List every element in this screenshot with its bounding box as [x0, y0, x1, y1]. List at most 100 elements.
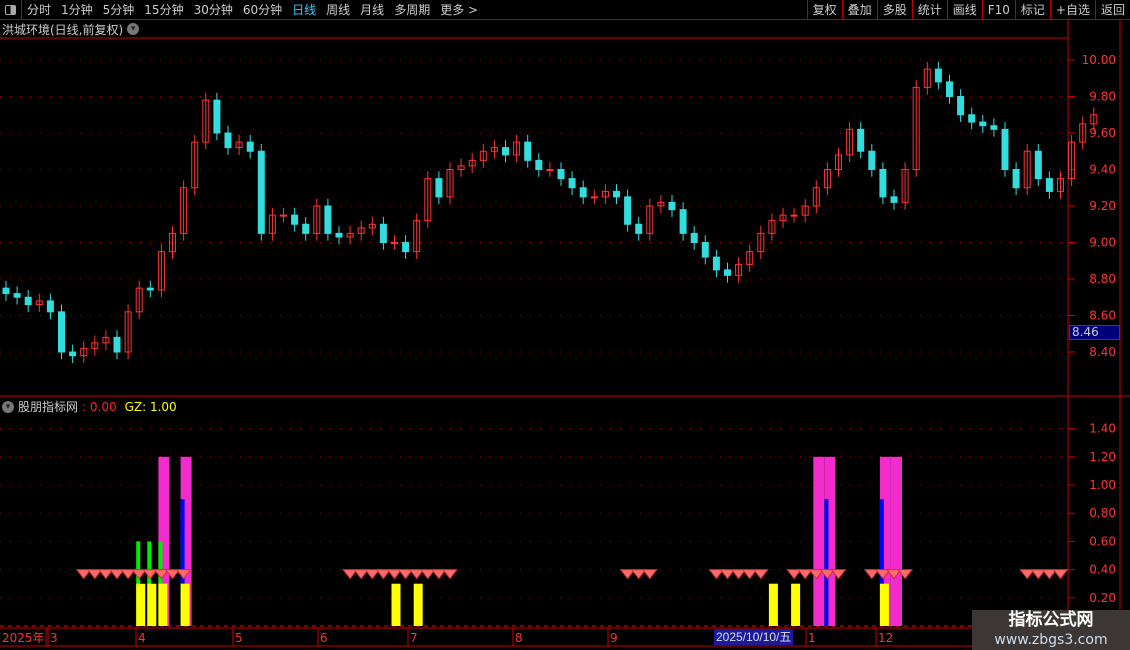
- candle: [757, 232, 765, 253]
- candle: [868, 150, 876, 170]
- candle: [1034, 150, 1042, 180]
- candle: [823, 169, 831, 189]
- candle: [91, 342, 99, 349]
- watermark-url: www.zbgs3.com: [994, 632, 1108, 648]
- candle: [946, 81, 953, 98]
- candle: [679, 209, 687, 234]
- diamond-signal: [730, 569, 747, 580]
- date-label: 7: [410, 631, 418, 645]
- diamond-signal: [375, 569, 392, 580]
- candle: [1090, 114, 1098, 125]
- period-tab[interactable]: 15分钟: [144, 3, 184, 17]
- toolbar-action-button[interactable]: +自选: [1049, 0, 1095, 20]
- candle: [213, 99, 221, 134]
- candle: [379, 223, 387, 243]
- yellow-bar: [147, 583, 157, 626]
- diamond-signal: [419, 569, 436, 580]
- diamond-signal: [1041, 569, 1058, 580]
- candle: [601, 190, 609, 198]
- price-tick-label: 10.00: [1082, 53, 1116, 67]
- candle: [1023, 150, 1031, 189]
- toolbar-action-button[interactable]: 叠加: [841, 0, 877, 20]
- chevron-down-icon[interactable]: ▾: [127, 23, 140, 35]
- candle: [157, 251, 165, 291]
- candle: [535, 159, 543, 170]
- price-tick-label: 9.80: [1089, 90, 1116, 104]
- yellow-bar: [768, 583, 778, 626]
- candle: [146, 287, 154, 291]
- diamond-signal: [741, 569, 758, 580]
- candle: [1045, 178, 1053, 192]
- diamond-signal: [885, 569, 903, 580]
- candle: [846, 128, 854, 156]
- candle: [801, 205, 809, 216]
- diamond-signal: [630, 569, 647, 580]
- toolbar-action-button[interactable]: F10: [981, 0, 1015, 20]
- period-tab[interactable]: 更多 >: [440, 3, 479, 17]
- period-tab[interactable]: 5分钟: [102, 3, 135, 17]
- period-tab[interactable]: 月线: [360, 3, 385, 17]
- candle: [701, 242, 709, 258]
- price-tick-label: 9.40: [1089, 163, 1116, 177]
- diamond-signal: [874, 569, 891, 580]
- period-tab[interactable]: 周线: [326, 3, 351, 17]
- blue-bar: [824, 499, 829, 626]
- blue-bar: [879, 499, 884, 626]
- candle: [568, 178, 576, 189]
- stock-title: 洪城环境(日线,前复权): [2, 22, 124, 37]
- candle: [668, 201, 676, 211]
- chevron-down-icon[interactable]: ▾: [2, 400, 14, 413]
- date-label: 3: [50, 631, 58, 645]
- candle: [746, 251, 754, 265]
- candle: [124, 311, 132, 353]
- candle: [324, 205, 332, 234]
- candle: [1057, 178, 1064, 192]
- candle: [180, 187, 188, 234]
- indicator-tick-label: 0.20: [1089, 591, 1116, 605]
- candle: [280, 214, 287, 217]
- toolbar-action-button[interactable]: 画线: [946, 0, 982, 20]
- diamond-signal: [441, 569, 459, 580]
- period-tab[interactable]: 1分钟: [61, 3, 93, 17]
- toolbar-action-button[interactable]: 统计: [911, 0, 947, 20]
- candle: [24, 296, 32, 306]
- diamond-signal: [120, 569, 137, 580]
- diamond-signal: [1052, 569, 1069, 580]
- period-tab[interactable]: 日线: [292, 3, 317, 17]
- toolbar-action-button[interactable]: 复权: [806, 0, 842, 20]
- diamond-signal: [752, 569, 769, 580]
- candle: [135, 287, 143, 313]
- candle: [479, 150, 487, 161]
- candle: [69, 351, 77, 357]
- candle: [590, 196, 598, 199]
- yellow-bar: [391, 583, 401, 626]
- toolbar-action-button[interactable]: 标记: [1014, 0, 1050, 20]
- period-tab[interactable]: 30分钟: [193, 3, 233, 17]
- period-tab[interactable]: 分时: [27, 3, 52, 17]
- diamond-signal: [863, 569, 880, 580]
- candle: [391, 242, 398, 244]
- period-toolbar: 分时 1分钟 5分钟 15分钟 30分钟 60分钟 日线 周线 月线 多周期 更多 > 复权 叠加 多股…: [0, 0, 1130, 20]
- magenta-bar: [879, 456, 891, 626]
- candle: [291, 214, 299, 225]
- date-label: 2025年: [2, 631, 45, 645]
- indicator-tick-label: 0.80: [1089, 506, 1116, 520]
- candle: [557, 169, 565, 180]
- layout-toggle-icon[interactable]: [0, 0, 22, 20]
- watermark-title: 指标公式网: [1008, 610, 1094, 630]
- date-label: 12: [878, 631, 893, 645]
- candle: [58, 311, 65, 353]
- diamond-signal: [430, 569, 447, 580]
- diamond-signal: [353, 569, 370, 580]
- diamond-signal: [808, 569, 825, 580]
- toolbar-action-button[interactable]: 多股: [876, 0, 912, 20]
- toolbar-action-button[interactable]: 返回: [1094, 0, 1130, 20]
- diamond-signal: [108, 569, 126, 580]
- period-tab[interactable]: 60分钟: [242, 3, 283, 17]
- diamond-signal: [830, 569, 847, 580]
- magenta-bar: [158, 456, 170, 626]
- period-tab[interactable]: 多周期: [394, 3, 431, 17]
- cursor-date: 2025/10/10/五: [714, 629, 794, 645]
- diamond-signal: [641, 569, 658, 580]
